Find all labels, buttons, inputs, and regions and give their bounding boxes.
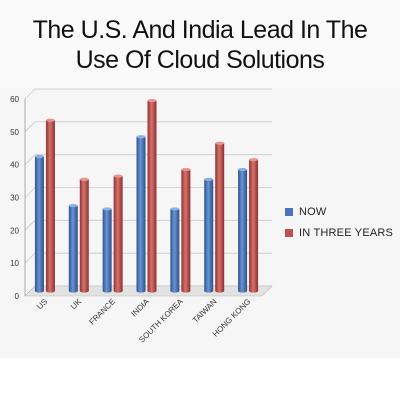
bar-three-years xyxy=(181,167,191,293)
gridline-side xyxy=(24,121,36,133)
y-tick-label: 20 xyxy=(10,226,19,235)
y-tick-label: 50 xyxy=(10,128,19,137)
legend-swatch-three-years xyxy=(285,229,293,237)
bar-now xyxy=(170,207,180,293)
chart-title: The U.S. And India Lead In The Use Of Cl… xyxy=(32,16,368,74)
y-tick-label: 10 xyxy=(10,259,19,268)
gridline-side xyxy=(24,220,36,231)
bar-three-years xyxy=(249,158,259,293)
gridline-side xyxy=(24,154,36,165)
bar-three-years xyxy=(215,141,225,293)
legend-swatch-now xyxy=(285,208,293,216)
legend-item-now: NOW xyxy=(285,203,393,221)
legend: NOW IN THREE YEARS xyxy=(285,203,393,245)
x-tick-label: INDIA xyxy=(129,297,151,319)
legend-item-three-years: IN THREE YEARS xyxy=(285,224,393,242)
bar-three-years xyxy=(113,174,123,293)
y-axis-ticks: 0 10 20 30 40 50 60 xyxy=(10,95,19,301)
bar-three-years xyxy=(147,98,157,293)
bar-three-years xyxy=(79,177,89,293)
bar-three-years xyxy=(45,118,55,293)
legend-label-now: NOW xyxy=(299,206,327,218)
y-tick-label: 40 xyxy=(10,161,19,170)
x-tick-label: UK xyxy=(69,297,84,312)
bars xyxy=(34,98,259,293)
title-area: The U.S. And India Lead In The Use Of Cl… xyxy=(0,0,400,90)
y-tick-label: 30 xyxy=(10,194,19,203)
x-tick-label: FRANCE xyxy=(87,297,117,327)
bar-now xyxy=(238,167,248,293)
x-tick-label: TAIWAN xyxy=(191,297,219,325)
y-tick-label: 60 xyxy=(10,95,19,104)
gridline-side xyxy=(24,252,36,264)
bar-now xyxy=(204,177,214,293)
x-tick-label: US xyxy=(35,297,49,311)
bar-now xyxy=(136,135,146,293)
y-tick-label: 0 xyxy=(15,292,20,301)
bar-now xyxy=(102,207,112,293)
legend-label-three-years: IN THREE YEARS xyxy=(299,227,394,239)
bar-now xyxy=(34,154,44,293)
gridline-side xyxy=(24,88,36,100)
chart-background-panel xyxy=(0,88,400,358)
gridline-side xyxy=(24,187,36,198)
bar-now xyxy=(68,204,78,293)
